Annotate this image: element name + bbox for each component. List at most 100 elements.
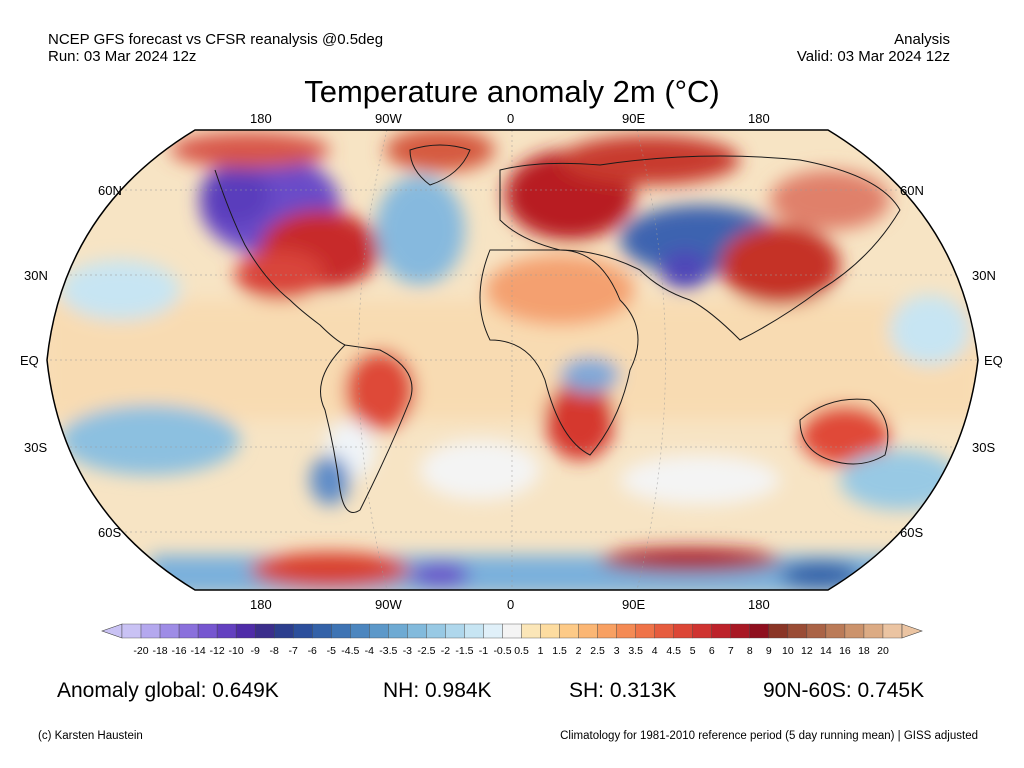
lon-label-bottom: 180 <box>748 597 770 612</box>
colorbar-swatch <box>540 623 560 639</box>
colorbar-swatch <box>254 623 275 639</box>
colorbar-tick-label: 12 <box>801 645 813 657</box>
graticule <box>47 130 978 590</box>
colorbar-swatch <box>768 623 789 639</box>
lon-label-top: 0 <box>507 111 515 126</box>
lon-label-top: 180 <box>748 111 770 126</box>
colorbar-tick-label: -3.5 <box>379 645 398 657</box>
lon-label-top: 90E <box>622 111 646 126</box>
colorbar-swatch <box>521 623 541 639</box>
coastlines <box>214 144 901 513</box>
colorbar-swatch <box>235 623 256 639</box>
colorbar-swatch <box>597 623 617 639</box>
colorbar-swatch <box>273 623 294 639</box>
colorbar-swatch <box>749 623 770 639</box>
stat-90n-60s: 90N-60S: 0.745K <box>763 679 925 702</box>
colorbar-swatch <box>844 623 865 639</box>
colorbar-swatch <box>578 623 598 639</box>
stat-global: Anomaly global: 0.649K <box>57 679 279 702</box>
colorbar-tick-label: -7 <box>288 645 298 657</box>
colorbar-tick-label: 9 <box>765 645 772 657</box>
map-title: Temperature anomaly 2m (°C) <box>304 74 720 109</box>
colorbar-swatch <box>730 623 751 639</box>
colorbar-tick-label: 4.5 <box>666 645 681 657</box>
lon-label-top: 90W <box>375 111 402 126</box>
colorbar-tick-label: 20 <box>877 645 889 657</box>
colorbar-swatch <box>388 623 408 639</box>
lon-label-bottom: 90E <box>622 597 646 612</box>
colorbar-tick-label: 7 <box>727 645 734 657</box>
footer-credit: (c) Karsten Haustein <box>38 730 143 742</box>
lat-label-left: 60S <box>98 525 122 540</box>
colorbar-swatch <box>787 623 808 639</box>
colorbar-tick-label: 16 <box>839 645 851 657</box>
colorbar-swatch <box>464 623 484 639</box>
colorbar-tick-label: 6 <box>708 645 715 657</box>
colorbar-swatch <box>178 623 199 639</box>
lat-label-right: 30S <box>972 440 996 455</box>
header-run-time: Run: 03 Mar 2024 12z <box>48 48 197 65</box>
colorbar-swatch <box>502 623 522 639</box>
colorbar-swatch <box>426 623 446 639</box>
colorbar-tick-label: -6 <box>307 645 317 657</box>
colorbar-tick-label: -2.5 <box>417 645 436 657</box>
colorbar-tick-label: 0.5 <box>514 645 529 657</box>
colorbar-swatch <box>559 623 579 639</box>
stat-sh: SH: 0.313K <box>569 679 677 702</box>
colorbar-tick-label: -2 <box>440 645 451 657</box>
colorbar-swatch <box>806 623 827 639</box>
colorbar-swatch <box>483 623 503 639</box>
colorbar-tick-label: -12 <box>209 645 225 657</box>
lat-label-left: EQ <box>20 353 39 368</box>
colorbar-swatch <box>312 623 332 639</box>
colorbar-tick-label: -8 <box>269 645 279 657</box>
colorbar-tick-label: 2 <box>575 645 582 657</box>
colorbar-tick-label: -3 <box>402 645 413 657</box>
map-border <box>46 129 979 591</box>
colorbar-tick-label: -18 <box>152 645 168 657</box>
colorbar-tick-label: -1.5 <box>455 645 474 657</box>
lon-label-bottom: 0 <box>507 597 515 612</box>
colorbar-swatch <box>159 623 180 639</box>
colorbar-swatch <box>369 623 389 639</box>
colorbar-tick-label: 4 <box>651 645 658 657</box>
colorbar-tick-label: -14 <box>190 645 206 657</box>
colorbar-tick-label: -0.5 <box>493 645 512 657</box>
colorbar-max-arrow <box>901 623 923 639</box>
colorbar-swatch <box>711 623 731 639</box>
colorbar-swatch <box>407 623 427 639</box>
colorbar-swatch <box>825 623 846 639</box>
lat-label-right: EQ <box>984 353 1003 368</box>
colorbar-tick-label: 3 <box>613 645 620 657</box>
lat-label-right: 30N <box>972 268 996 283</box>
colorbar-swatch <box>293 623 313 639</box>
colorbar-tick-label: 14 <box>820 645 832 657</box>
colorbar-tick-label: -1 <box>478 645 489 657</box>
colorbar-tick-label: 1 <box>537 645 544 657</box>
lat-label-right: 60N <box>900 183 924 198</box>
colorbar-swatch <box>882 623 903 639</box>
colorbar-swatch <box>350 623 370 639</box>
lon-label-bottom: 180 <box>250 597 272 612</box>
colorbar-swatch <box>197 623 218 639</box>
colorbar-swatch <box>863 623 884 639</box>
colorbar-swatch <box>654 623 674 639</box>
lat-label-left: 30S <box>24 440 48 455</box>
colorbar-swatch <box>216 623 237 639</box>
map-field <box>47 130 978 590</box>
colorbar-tick-label: -16 <box>171 645 187 657</box>
colorbar-tick-label: 18 <box>858 645 870 657</box>
header-valid-time: Valid: 03 Mar 2024 12z <box>796 48 950 65</box>
colorbar-swatch <box>140 623 161 639</box>
colorbar-tick-label: 2.5 <box>590 645 605 657</box>
colorbar-min-arrow <box>101 623 123 639</box>
colorbar-tick-label: -4.5 <box>341 645 360 657</box>
colorbar-swatch <box>635 623 655 639</box>
colorbar-tick-label: -5 <box>326 645 336 657</box>
lon-label-top: 180 <box>250 111 272 126</box>
colorbar-tick-label: 8 <box>746 645 753 657</box>
lon-label-bottom: 90W <box>375 597 402 612</box>
stat-nh: NH: 0.984K <box>383 679 492 702</box>
lat-label-left: 30N <box>24 268 48 283</box>
